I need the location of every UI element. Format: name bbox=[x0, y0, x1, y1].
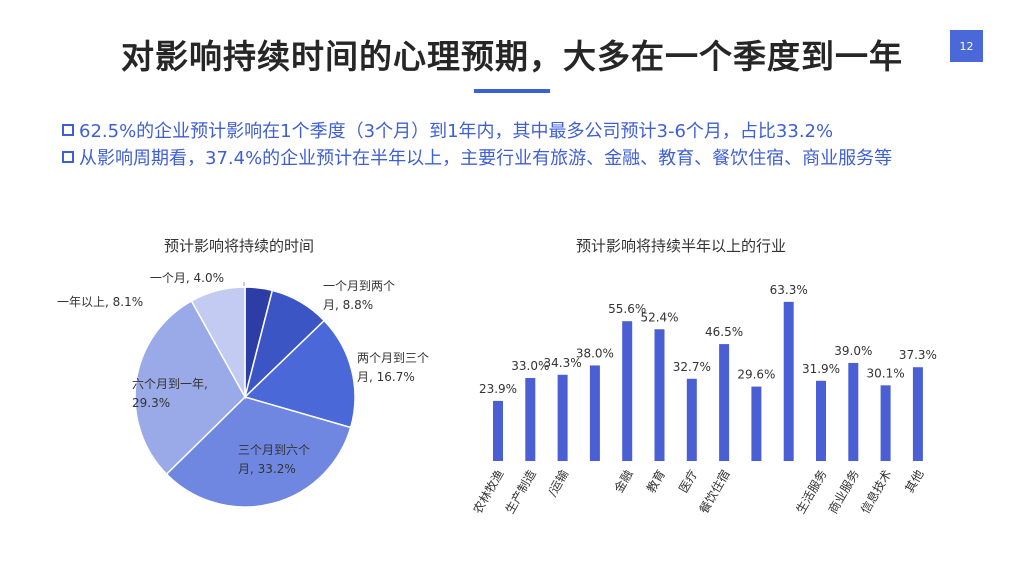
bar-value-label: 39.0% bbox=[834, 344, 872, 358]
bar-value-label: 34.3% bbox=[544, 356, 582, 370]
bar bbox=[783, 301, 794, 461]
checkbox-bullet-icon bbox=[62, 150, 74, 163]
x-tick-label: 农林牧渔 bbox=[470, 468, 506, 517]
bar-value-label: 30.1% bbox=[867, 366, 905, 380]
x-tick-label: 生活服务 bbox=[793, 467, 830, 516]
bar-chart-title: 预计影响将持续半年以上的行业 bbox=[576, 237, 787, 255]
x-tick-label: 餐饮住宿 bbox=[696, 467, 733, 516]
bar-value-label: 31.9% bbox=[802, 362, 840, 376]
bar bbox=[816, 380, 826, 461]
x-tick-label: /运输 bbox=[544, 467, 571, 499]
bar bbox=[622, 321, 633, 461]
x-tick-label: 生产制造 bbox=[503, 468, 539, 517]
bullet-item: 从影响周期看，37.4%的企业预计在半年以上，主要行业有旅游、金融、教育、餐饮住… bbox=[62, 143, 892, 170]
checkbox-bullet-icon bbox=[62, 123, 74, 136]
bullet-list: 62.5%的企业预计影响在1个季度（3个月）到1年内，其中最多公司预计3-6个月… bbox=[62, 116, 892, 170]
bar-value-label: 23.9% bbox=[479, 382, 517, 396]
bar-value-label: 63.3% bbox=[770, 283, 808, 297]
bullet-text: 从影响周期看，37.4%的企业预计在半年以上，主要行业有旅游、金融、教育、餐饮住… bbox=[79, 147, 893, 169]
pie-slice-label: 三个月到六个月, 33.2% bbox=[238, 443, 310, 476]
pie-slice-label: 一个月, 4.0% bbox=[150, 271, 224, 285]
bar bbox=[493, 400, 503, 461]
pie-slice bbox=[243, 319, 356, 429]
page-title: 对影响持续时间的心理预期，大多在一个季度到一年 bbox=[121, 37, 903, 76]
bar-value-label: 52.4% bbox=[640, 310, 678, 324]
pie-chart-title: 预计影响将持续的时间 bbox=[164, 237, 315, 255]
pie-slice bbox=[165, 396, 352, 508]
bar bbox=[848, 362, 859, 461]
x-tick-label: 医疗 bbox=[676, 468, 700, 496]
bar bbox=[880, 385, 891, 461]
bar bbox=[654, 329, 665, 461]
bar-value-label: 55.6% bbox=[608, 302, 646, 316]
title-underline bbox=[474, 89, 550, 93]
bar-value-label: 46.5% bbox=[705, 325, 743, 339]
bar bbox=[557, 374, 568, 461]
pie-slice-label: 一个月到两个月, 8.8% bbox=[323, 279, 395, 312]
x-tick-label: 其他 bbox=[902, 468, 926, 496]
pie-slice-label: 一年以上, 8.1% bbox=[57, 295, 143, 309]
bullet-item: 62.5%的企业预计影响在1个季度（3个月）到1年内，其中最多公司预计3-6个月… bbox=[62, 116, 892, 143]
x-tick-label: 商业服务 bbox=[825, 467, 862, 516]
page-number-badge: 12 bbox=[950, 30, 983, 62]
bar-value-label: 37.3% bbox=[899, 348, 937, 362]
bar bbox=[525, 378, 536, 461]
bar-value-label: 32.7% bbox=[673, 360, 711, 374]
pie-slice bbox=[134, 299, 246, 476]
bar-value-label: 33.0% bbox=[511, 359, 549, 373]
bullet-text: 62.5%的企业预计影响在1个季度（3个月）到1年内，其中最多公司预计3-6个月… bbox=[79, 120, 834, 142]
bar-value-label: 38.0% bbox=[576, 346, 614, 360]
x-tick-label: 教育 bbox=[643, 467, 668, 495]
bar bbox=[719, 344, 730, 461]
bar bbox=[686, 378, 697, 461]
x-tick-label: 信息技术 bbox=[857, 467, 894, 516]
pie-slice bbox=[190, 286, 246, 400]
pie-slice-label: 六个月到一年, 29.3% bbox=[132, 377, 208, 410]
bar-value-label: 29.6% bbox=[737, 368, 775, 382]
x-tick-label: 金融 bbox=[611, 467, 636, 495]
pie-slice-label: 两个月到三个月, 16.7% bbox=[357, 351, 429, 384]
bar bbox=[912, 367, 923, 461]
bar bbox=[751, 386, 762, 461]
bar bbox=[589, 365, 600, 461]
